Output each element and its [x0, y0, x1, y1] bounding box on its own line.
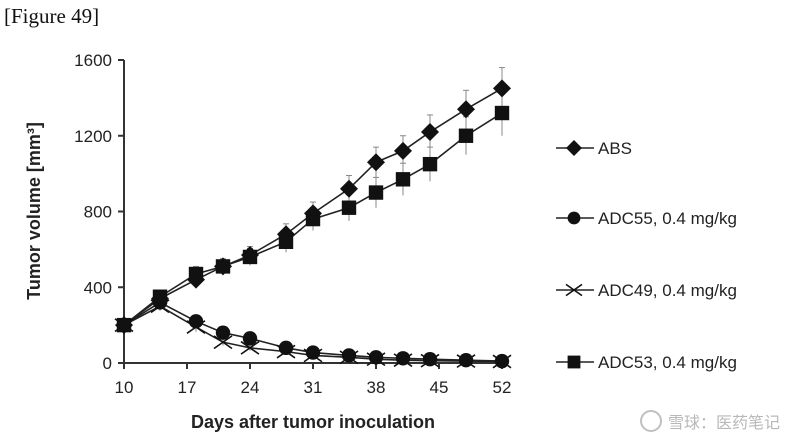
data-point	[492, 354, 512, 369]
data-point	[341, 200, 357, 215]
snowball-logo-icon	[639, 410, 662, 432]
data-point	[420, 353, 440, 368]
x-marker-stroke	[366, 352, 386, 367]
legend-entry: ADC49, 0.4 mg/kg	[556, 281, 737, 300]
legend-entry: ABS	[556, 139, 632, 158]
legend-marker	[566, 140, 582, 156]
data-point	[339, 350, 359, 365]
data-point	[303, 348, 323, 363]
legend-entry: ADC53, 0.4 mg/kg	[556, 353, 737, 372]
x-tick-label: 17	[178, 378, 197, 397]
x-marker-stroke	[420, 353, 440, 368]
data-point	[188, 266, 204, 282]
data-point	[276, 344, 296, 359]
x-marker-stroke	[240, 340, 260, 355]
y-axis-title: Tumor volume [mm³]	[24, 122, 44, 300]
data-point	[240, 340, 260, 355]
x-marker-stroke	[186, 320, 206, 334]
x-marker-stroke	[276, 344, 296, 359]
y-tick-label: 0	[103, 354, 112, 373]
legend-label: ADC55, 0.4 mg/kg	[598, 209, 737, 228]
x-marker-stroke	[339, 350, 359, 365]
x-tick-label: 52	[493, 378, 512, 397]
data-point	[421, 122, 439, 141]
data-point	[215, 325, 231, 340]
legend-entry: ADC55, 0.4 mg/kg	[556, 209, 737, 228]
data-point	[152, 289, 168, 304]
data-point	[366, 352, 386, 367]
legend-label: ADC53, 0.4 mg/kg	[598, 353, 737, 372]
series-markers	[114, 79, 512, 369]
data-point	[305, 345, 321, 360]
data-point	[393, 353, 413, 368]
data-point	[458, 128, 474, 143]
legend-marker	[565, 283, 583, 297]
figure-label: [Figure 49]	[4, 4, 100, 28]
axes: 0 400 800 1200 1600 10 17 24 31 38 45 52	[74, 51, 511, 397]
data-point	[367, 153, 385, 172]
y-tick-label: 400	[84, 278, 112, 297]
data-point	[213, 335, 233, 350]
x-marker-stroke	[393, 353, 413, 368]
x-tick-label: 10	[115, 378, 134, 397]
x-marker-stroke	[565, 283, 583, 297]
data-point	[340, 179, 358, 198]
x-marker-stroke	[213, 335, 233, 350]
data-point	[278, 234, 294, 249]
x-marker-stroke	[303, 348, 323, 363]
x-marker-stroke	[492, 354, 512, 369]
data-point	[278, 340, 294, 356]
y-tick-label: 1200	[74, 127, 112, 146]
y-tick-label: 1600	[74, 51, 112, 70]
x-tick-label: 24	[241, 378, 260, 397]
data-point	[394, 141, 412, 160]
x-tick-label: 31	[304, 378, 323, 397]
legend-label: ABS	[598, 139, 632, 158]
legend-marker	[567, 355, 581, 369]
legend-marker	[567, 211, 581, 225]
data-point	[116, 317, 132, 333]
data-point	[493, 79, 511, 98]
data-point	[215, 259, 231, 274]
data-point	[305, 211, 321, 227]
watermark-text: 雪球：医药笔记	[667, 413, 780, 432]
legend: ABS ADC55, 0.4 mg/kg ADC49, 0.4 mg/kg ADC53…	[556, 139, 737, 372]
legend-label: ADC49, 0.4 mg/kg	[598, 281, 737, 300]
data-point	[242, 331, 258, 346]
data-point	[368, 185, 384, 200]
x-axis-title: Days after tumor inoculation	[191, 412, 435, 432]
data-point	[456, 354, 476, 369]
data-point	[242, 249, 258, 265]
data-point	[422, 156, 438, 172]
data-point	[457, 100, 475, 119]
data-point	[186, 320, 206, 334]
x-tick-label: 45	[430, 378, 449, 397]
watermark: 雪球：医药笔记	[639, 409, 780, 433]
data-point	[494, 105, 510, 121]
y-tick-label: 800	[84, 203, 112, 222]
x-tick-label: 38	[367, 378, 386, 397]
x-marker-stroke	[456, 354, 476, 369]
data-point	[395, 172, 411, 187]
